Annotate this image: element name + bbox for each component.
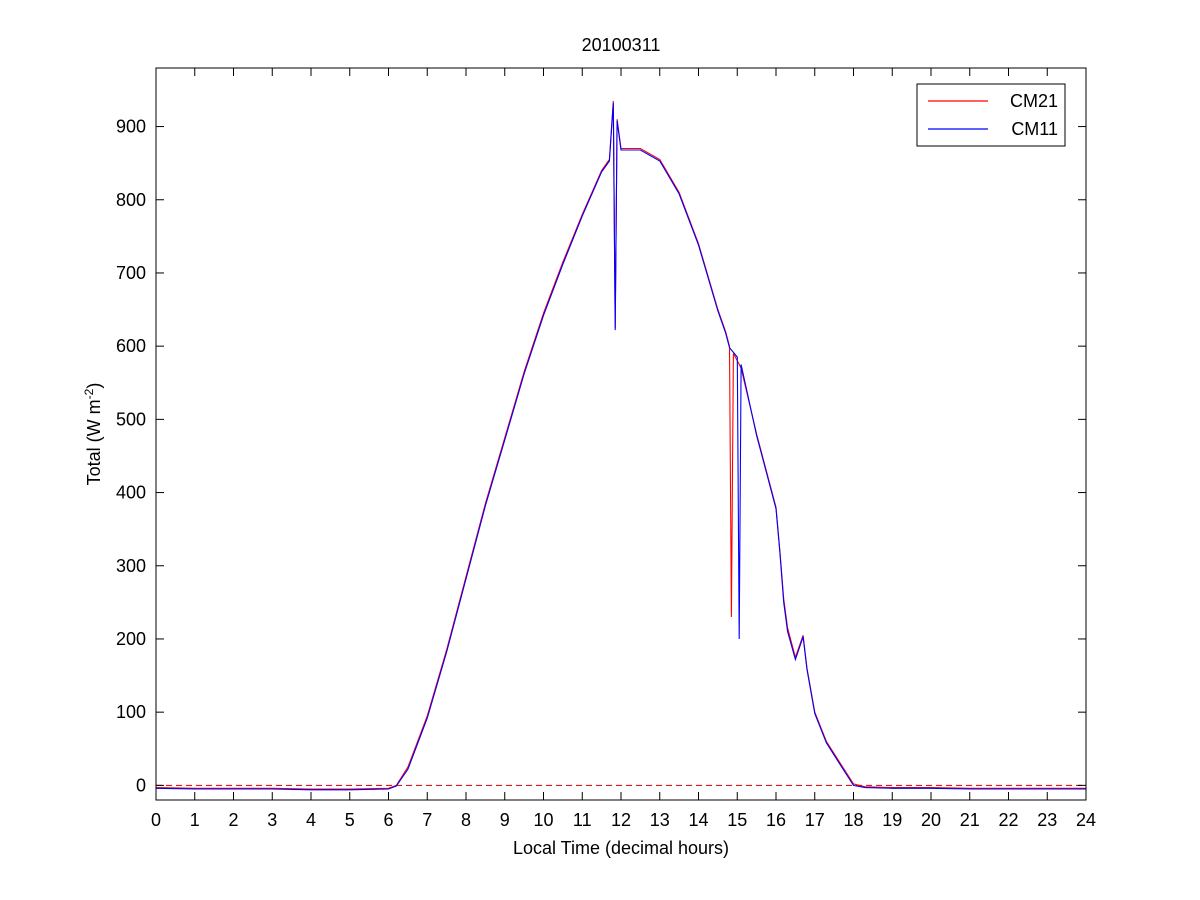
y-axis-label: Total (W m-2) (82, 383, 104, 486)
x-tick-label: 7 (422, 810, 432, 830)
y-tick-label: 0 (136, 775, 146, 795)
x-tick-label: 2 (228, 810, 238, 830)
legend-label-cm11: CM11 (1011, 119, 1058, 139)
plot-frame (155, 67, 1087, 801)
x-tick-label: 17 (805, 810, 825, 830)
x-tick-label: 14 (688, 810, 708, 830)
y-tick-label: 900 (116, 117, 146, 137)
y-tick-label: 800 (116, 190, 146, 210)
legend-label-cm21: CM21 (1010, 91, 1058, 111)
x-tick-label: 23 (1037, 810, 1057, 830)
y-tick-label: 200 (116, 629, 146, 649)
x-tick-label: 0 (151, 810, 161, 830)
chart-title: 20100311 (582, 35, 661, 55)
x-tick-label: 12 (611, 810, 631, 830)
x-axis-label: Local Time (decimal hours) (513, 838, 729, 858)
x-tick-label: 6 (383, 810, 393, 830)
y-axis-label-superscript: -2 (82, 388, 96, 399)
y-tick-label: 100 (116, 702, 146, 722)
y-tick-label: 600 (116, 336, 146, 356)
series-line-cm11 (155, 103, 1086, 791)
x-tick-label: 24 (1076, 810, 1096, 830)
x-tick-labels: 0 1 2 3 4 5 6 7 8 9 10 11 12 13 14 15 16 17 18 19 20 21 22 23 24 (151, 810, 1096, 830)
x-tick-label: 11 (573, 810, 592, 830)
y-tick-labels: 0 100 200 300 400 500 600 700 800 900 (116, 117, 146, 796)
x-tick-label: 19 (882, 810, 902, 830)
x-tick-label: 22 (998, 810, 1018, 830)
x-tick-label: 4 (306, 810, 316, 830)
legend: CM21 CM11 (916, 83, 1066, 147)
x-tick-label: 3 (267, 810, 277, 830)
x-tick-label: 1 (190, 810, 200, 830)
y-axis-label-close: ) (84, 383, 104, 389)
x-tick-label: 10 (533, 810, 553, 830)
y-tick-label: 400 (116, 483, 146, 503)
series-group (155, 100, 1086, 791)
x-tick-label: 20 (921, 810, 941, 830)
y-tick-label: 300 (116, 556, 146, 576)
x-tick-label: 15 (727, 810, 747, 830)
x-tick-label: 16 (766, 810, 786, 830)
axis-ticks-group (155, 68, 1087, 800)
y-tick-label: 500 (116, 409, 146, 429)
y-tick-label: 700 (116, 263, 146, 283)
x-tick-label: 18 (843, 810, 863, 830)
legend-box (916, 83, 1066, 147)
plot-area (156, 68, 1086, 800)
x-tick-label: 8 (461, 810, 471, 830)
x-tick-label: 21 (960, 810, 980, 830)
x-tick-label: 13 (650, 810, 670, 830)
x-tick-label: 9 (500, 810, 510, 830)
y-axis-label-main: Total (W m (84, 399, 104, 485)
x-tick-label: 5 (345, 810, 355, 830)
